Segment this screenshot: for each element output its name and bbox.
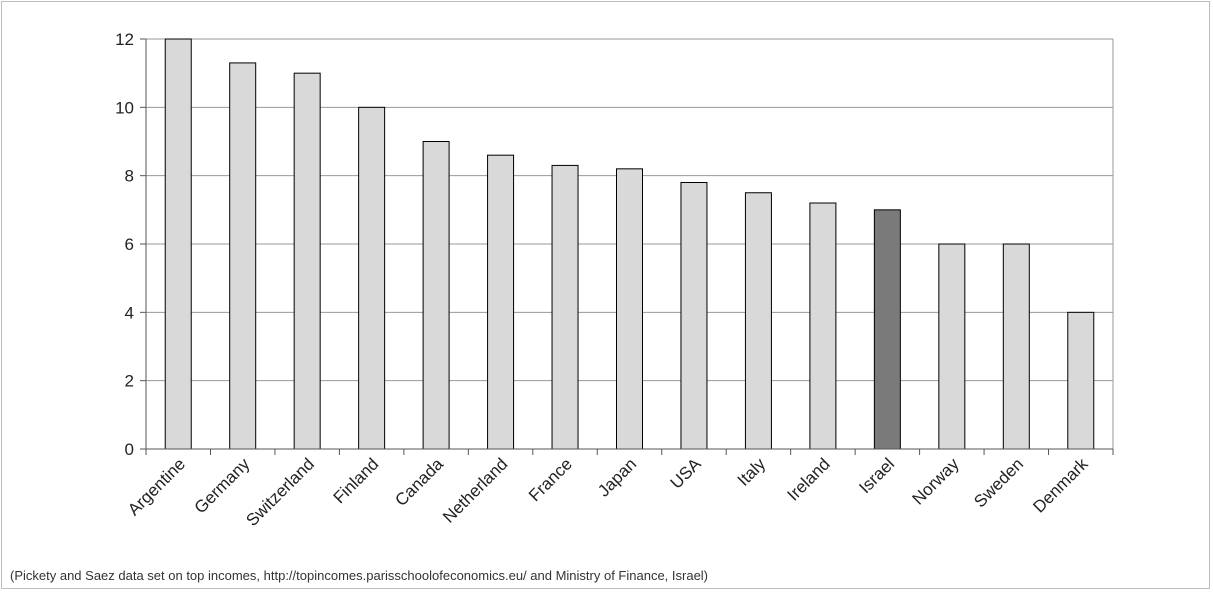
y-tick-label: 6 (125, 235, 134, 254)
bar-finland (358, 106, 386, 450)
x-tick-label: Denmark (1029, 454, 1092, 517)
x-tick-label: France (525, 454, 576, 505)
bar-japan (616, 168, 643, 450)
x-tick-label: Finland (330, 454, 383, 507)
bar-italy (744, 192, 772, 450)
x-tick-label: Sweden (970, 454, 1027, 511)
x-tick-label: Argentine (124, 454, 189, 519)
y-tick-label: 0 (125, 440, 134, 459)
source-caption: (Pickety and Saez data set on top income… (10, 568, 709, 583)
bar-argentine (164, 38, 192, 450)
bar-denmark (1067, 311, 1095, 450)
y-tick-label: 10 (115, 98, 134, 117)
x-tick-label: USA (667, 454, 706, 493)
x-tick-label: Japan (594, 454, 640, 500)
bar-norway (938, 243, 966, 450)
bar-switzerland (293, 72, 321, 450)
bar-france (551, 164, 579, 450)
y-tick-label: 2 (125, 372, 134, 391)
x-tick-label: Switzerland (242, 454, 318, 530)
bar-usa (680, 182, 708, 450)
x-tick-label: Israel (855, 454, 898, 497)
bars (164, 38, 1095, 450)
bar-ireland (809, 202, 837, 450)
x-tick-label: Italy (734, 454, 770, 490)
x-tick-label: Germany (191, 454, 254, 517)
x-tick-label: Norway (908, 454, 963, 509)
y-tick-label: 8 (125, 167, 134, 186)
x-tick-label: Ireland (784, 454, 834, 504)
bar-germany (229, 62, 257, 450)
bar-sweden (1002, 243, 1030, 450)
x-tick-label: Canada (391, 454, 447, 510)
bar-israel (873, 209, 901, 450)
bar-netherland (487, 154, 515, 450)
x-tick-label: Netherland (439, 454, 511, 526)
bar-canada (422, 141, 450, 450)
y-tick-label: 4 (125, 303, 134, 322)
y-tick-label: 12 (115, 30, 134, 49)
y-axis-ticks: 0 2 4 6 8 10 12 (115, 30, 146, 459)
